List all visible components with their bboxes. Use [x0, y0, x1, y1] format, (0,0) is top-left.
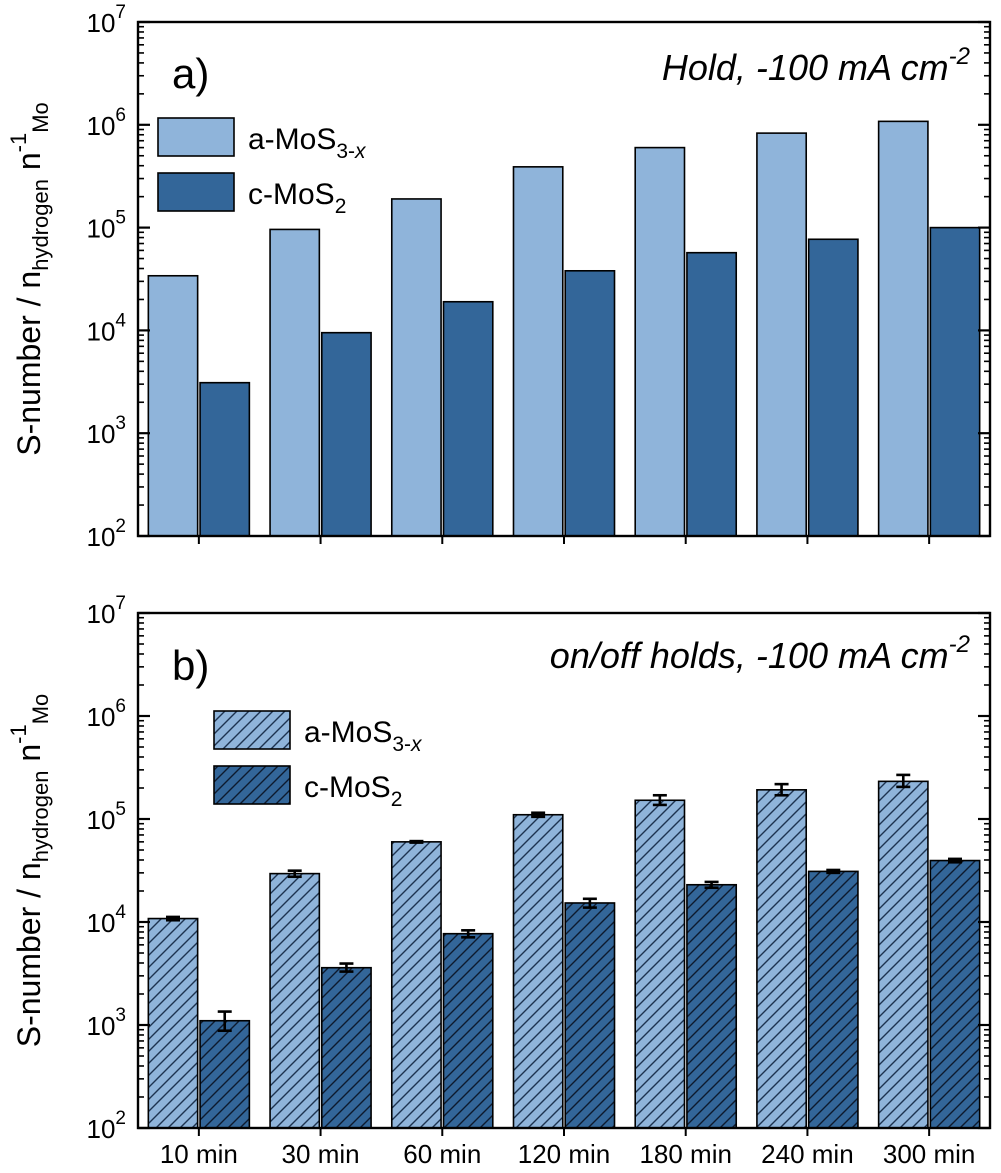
plot-frame	[136, 20, 992, 538]
bar-c-mos2-180min	[686, 883, 738, 1129]
plot-frame	[136, 611, 992, 1130]
legend-label: c-MoS2	[304, 771, 402, 811]
legend-entry: c-MoS2	[157, 172, 346, 218]
bar-c-mos2-10min	[199, 381, 251, 537]
y-tick-label: 107	[87, 593, 127, 629]
x-tick-label: 10 min	[160, 1139, 238, 1169]
error-bar	[409, 839, 424, 844]
bar-c-mos2-30min	[320, 331, 372, 537]
bar-a-mos3x-60min	[390, 198, 442, 537]
error-bar	[461, 929, 476, 939]
bar-a-mos3x-180min	[634, 146, 686, 537]
error-bar	[582, 897, 597, 909]
legend-entry: a-MoS3-x	[213, 710, 423, 756]
y-tick-label: 103	[87, 413, 127, 449]
bar-a-mos3x-240min	[756, 132, 808, 537]
y-tick-label: 104	[87, 902, 127, 938]
legend-entry: a-MoS3-x	[157, 117, 367, 163]
bar-a-mos3x-300min	[877, 120, 929, 537]
x-tick-label: 120 min	[518, 1139, 611, 1169]
condition-annotation: Hold, -100 mA cm-2	[662, 43, 970, 88]
bar-c-mos2-60min	[442, 300, 494, 537]
legend-label: a-MoS3-x	[304, 716, 423, 756]
legend-label: a-MoS3-x	[248, 123, 367, 163]
error-bar	[896, 773, 911, 789]
x-tick-label: 240 min	[761, 1139, 854, 1169]
legend-label: c-MoS2	[248, 178, 346, 218]
error-bar	[704, 880, 719, 890]
bar-a-mos3x-180min	[634, 799, 686, 1129]
legend-swatch	[157, 172, 235, 212]
error-bar	[217, 1010, 232, 1033]
bar-c-mos2-120min	[564, 902, 616, 1129]
bar-c-mos2-300min	[929, 226, 981, 537]
y-axis-label: S-number / nhydrogen n-1Mo	[6, 102, 53, 456]
error-bar	[531, 811, 546, 819]
bar-a-mos3x-300min	[877, 780, 929, 1129]
y-tick-label: 105	[87, 208, 127, 244]
bar-c-mos2-60min	[442, 932, 494, 1129]
y-tick-label: 106	[87, 105, 127, 141]
panel-label: a)	[172, 50, 209, 97]
error-bar	[774, 782, 789, 797]
legend-swatch	[157, 117, 235, 157]
bar-a-mos3x-120min	[512, 813, 564, 1129]
error-bar	[339, 962, 354, 973]
panel-label: b)	[172, 642, 209, 689]
bar-c-mos2-30min	[320, 966, 372, 1129]
bar-c-mos2-240min	[807, 870, 859, 1129]
y-tick-label: 106	[87, 696, 127, 732]
y-tick-label: 105	[87, 799, 127, 835]
bar-a-mos3x-10min	[147, 274, 199, 537]
panel-b: 102 103 104 105 106 107 10 min 30 min 60 min 120 …	[6, 593, 992, 1169]
legend-swatch	[213, 710, 291, 750]
bar-c-mos2-180min	[686, 251, 738, 537]
error-bar	[652, 793, 667, 807]
condition-annotation: on/off holds, -100 mA cm-2	[550, 631, 970, 676]
bar-c-mos2-240min	[807, 238, 859, 537]
bar-a-mos3x-240min	[756, 789, 808, 1129]
error-bar	[948, 857, 963, 864]
y-axis-label: S-number / nhydrogen n-1Mo	[6, 694, 53, 1048]
bar-c-mos2-120min	[564, 269, 616, 537]
legend-entry: c-MoS2	[213, 765, 402, 811]
y-tick-label: 102	[87, 1108, 127, 1144]
bar-c-mos2-300min	[929, 859, 981, 1129]
bar-a-mos3x-30min	[269, 228, 321, 537]
y-tick-label: 102	[87, 516, 127, 552]
y-tick-label: 107	[87, 2, 127, 38]
bar-a-mos3x-60min	[390, 841, 442, 1129]
x-tick-label: 180 min	[639, 1139, 732, 1169]
x-tick-label: 60 min	[403, 1139, 481, 1169]
error-bar	[287, 869, 302, 879]
bar-a-mos3x-120min	[512, 166, 564, 537]
bar-a-mos3x-10min	[147, 917, 199, 1129]
x-tick-label: 300 min	[883, 1139, 976, 1169]
legend-swatch	[213, 765, 291, 805]
y-tick-label: 103	[87, 1005, 127, 1041]
y-tick-label: 104	[87, 310, 127, 346]
x-tick-label: 30 min	[282, 1139, 360, 1169]
error-bar	[165, 915, 180, 922]
bar-a-mos3x-30min	[269, 872, 321, 1129]
panel-a: 102 103 104 105 106 107 S-number / nhydrogen n…	[6, 2, 992, 552]
error-bar	[826, 868, 841, 875]
bar-c-mos2-10min	[199, 1019, 251, 1129]
